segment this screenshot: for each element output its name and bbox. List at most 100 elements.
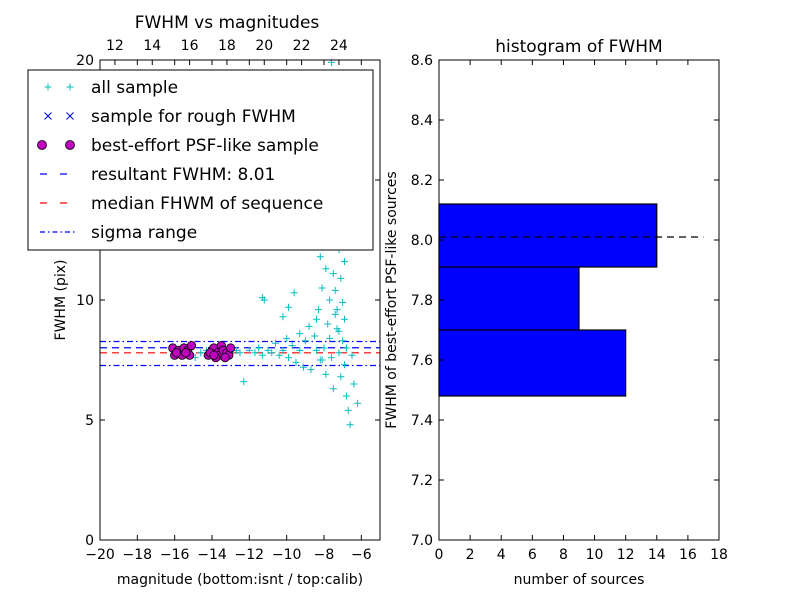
best-effort-point <box>171 348 182 358</box>
all-sample-point <box>337 274 345 282</box>
all-sample-point <box>341 315 349 323</box>
all-sample-point <box>313 346 321 354</box>
right-x-tick-label: 8 <box>559 547 568 563</box>
right-chart-title: histogram of FWHM <box>495 37 662 57</box>
legend-all-sample-marker <box>44 83 52 91</box>
legend-entry-label: sample for rough FWHM <box>91 107 296 127</box>
left-x-tick-label: −12 <box>235 547 265 563</box>
all-sample-point <box>305 322 313 330</box>
all-sample-point <box>331 310 339 318</box>
all-sample-point <box>260 296 268 304</box>
all-sample-point <box>245 346 253 354</box>
all-sample-point <box>326 334 334 342</box>
best-effort-point <box>186 340 197 351</box>
all-sample-point <box>307 366 315 374</box>
left-y-tick-label: 20 <box>76 53 94 69</box>
right-y-tick-label: 7.6 <box>411 353 433 369</box>
all-sample-point <box>296 330 304 338</box>
all-sample-point <box>255 344 263 352</box>
all-sample-point <box>313 315 321 323</box>
all-sample-point <box>324 320 332 328</box>
legend-best-effort-marker <box>37 140 47 150</box>
all-sample-point <box>316 253 324 261</box>
legend-entry-label: resultant FWHM: 8.01 <box>91 165 275 185</box>
right-x-tick-label: 12 <box>617 547 635 563</box>
histogram-bar <box>438 266 580 331</box>
legend-box <box>27 69 374 251</box>
all-sample-point <box>279 313 287 321</box>
all-sample-point <box>258 351 266 359</box>
all-sample-point <box>335 349 343 357</box>
histogram-bar <box>438 329 627 397</box>
all-sample-point <box>344 406 352 414</box>
right-y-tick-label: 7.8 <box>411 293 433 309</box>
all-sample-point <box>301 337 309 345</box>
legend-rough-sample-marker <box>44 112 52 120</box>
all-sample-point <box>283 334 291 342</box>
all-sample-point <box>329 270 337 278</box>
right-x-tick-label: 14 <box>648 547 666 563</box>
right-y-tick-label: 7.2 <box>411 473 433 489</box>
left-y-tick-label: 5 <box>85 413 94 429</box>
right-y-tick-label: 8.0 <box>411 233 433 249</box>
all-sample-point <box>327 354 335 362</box>
all-sample-point <box>350 380 358 388</box>
all-sample-point <box>337 373 345 381</box>
right-y-axis-label: FWHM of best-effort PSF-like sources <box>384 171 400 428</box>
right-x-tick-label: 10 <box>586 547 604 563</box>
all-sample-point <box>326 296 334 304</box>
left-top-x-tick-label: 12 <box>106 38 124 54</box>
right-x-tick-label: 18 <box>710 547 728 563</box>
legend-entry-label: sigma range <box>91 223 197 243</box>
all-sample-point <box>240 378 248 386</box>
all-sample-point <box>251 349 259 357</box>
all-sample-point <box>354 399 362 407</box>
all-sample-point <box>322 370 330 378</box>
left-top-x-tick-label: 20 <box>255 38 273 54</box>
legend-entry-label: best-effort PSF-like sample <box>91 136 319 156</box>
all-sample-point <box>271 339 279 347</box>
left-x-tick-label: −18 <box>123 547 153 563</box>
all-sample-point <box>299 363 307 371</box>
right-y-tick-label: 8.6 <box>411 53 433 69</box>
legend-entry-label: all sample <box>91 78 178 98</box>
left-y-tick-label: 10 <box>76 293 94 309</box>
left-top-x-tick-label: 18 <box>218 38 236 54</box>
all-sample-point <box>285 303 293 311</box>
all-sample-point <box>264 346 272 354</box>
left-x-tick-label: −20 <box>85 547 115 563</box>
all-sample-point <box>314 306 322 314</box>
right-x-tick-label: 4 <box>497 547 506 563</box>
all-sample-point <box>341 258 349 266</box>
all-sample-point <box>341 361 349 369</box>
all-sample-point <box>285 354 293 362</box>
left-chart-title: FWHM vs magnitudes <box>135 13 320 33</box>
all-sample-point <box>339 337 347 345</box>
all-sample-point <box>292 358 300 366</box>
left-y-axis-label: FWHM (pix) <box>53 260 69 341</box>
left-x-tick-label: −14 <box>197 547 227 563</box>
legend: all sample sample for rough FWHM best-effo… <box>27 69 374 251</box>
legend-best-effort-marker <box>65 140 75 150</box>
right-y-tick-label: 8.2 <box>411 173 433 189</box>
left-top-x-tick-label: 22 <box>293 38 311 54</box>
left-top-x-tick-label: 14 <box>143 38 161 54</box>
left-y-tick-label: 0 <box>85 533 94 549</box>
all-sample-point <box>342 392 350 400</box>
all-sample-point <box>318 356 326 364</box>
histogram-bar <box>438 203 658 268</box>
right-y-tick-label: 7.0 <box>411 533 433 549</box>
all-sample-point <box>346 421 354 429</box>
all-sample-point <box>318 284 326 292</box>
left-x-axis-label: magnitude (bottom:isnt / top:calib) <box>117 572 363 588</box>
all-sample-point <box>348 351 356 359</box>
legend-all-sample-marker <box>66 83 74 91</box>
all-sample-point <box>279 346 287 354</box>
all-sample-point <box>329 385 337 393</box>
right-x-tick-label: 16 <box>679 547 697 563</box>
best-effort-point <box>226 343 236 353</box>
all-sample-point <box>268 349 276 357</box>
best-effort-point <box>209 350 219 360</box>
right-y-tick-label: 8.4 <box>411 113 433 129</box>
